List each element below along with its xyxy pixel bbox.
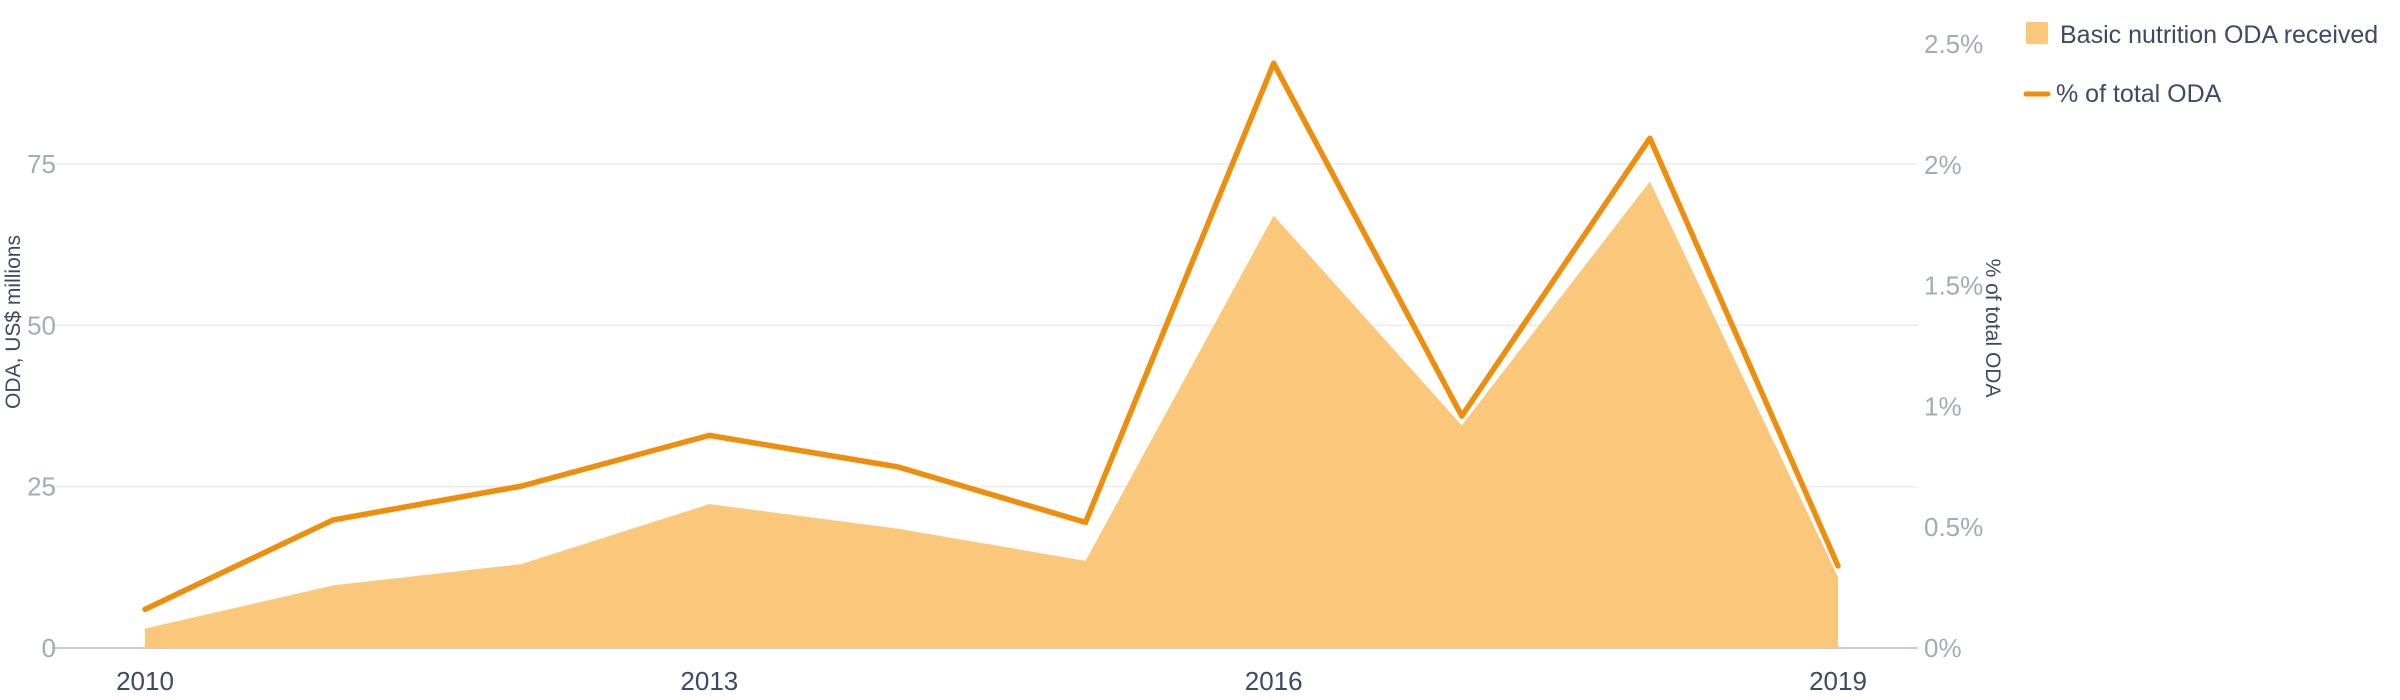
legend-label-area: Basic nutrition ODA received <box>2060 21 2378 49</box>
right-axis-ticks: 0% 0.5% 1% 1.5% 2% 2.5% <box>1924 29 1983 663</box>
left-tick-label: 50 <box>27 310 56 340</box>
x-tick-label: 2010 <box>116 666 174 696</box>
right-axis-title: % of total ODA <box>1981 259 2004 398</box>
legend-swatch-area <box>2026 22 2048 44</box>
left-tick-label: 75 <box>27 149 56 179</box>
right-tick-label: 1% <box>1924 391 1962 421</box>
line-pct-total-oda[interactable] <box>142 60 1841 613</box>
legend: Basic nutrition ODA received % of total … <box>2023 21 2378 108</box>
area-basic-nutrition-oda[interactable] <box>145 181 1838 648</box>
right-tick-label: 2.5% <box>1924 29 1983 59</box>
right-tick-label: 2% <box>1924 150 1962 180</box>
legend-label-line: % of total ODA <box>2056 80 2222 108</box>
right-tick-label: 1.5% <box>1924 271 1983 301</box>
left-axis-title: ODA, US$ millions <box>2 235 25 409</box>
x-tick-label: 2013 <box>680 666 738 696</box>
right-tick-label: 0.5% <box>1924 512 1983 542</box>
left-tick-label: 0 <box>42 633 56 663</box>
area-series <box>145 181 1838 648</box>
legend-item-line[interactable]: % of total ODA <box>2023 80 2222 108</box>
line-series <box>142 60 1841 613</box>
x-axis-ticks: 2010 2013 2016 2019 <box>116 666 1867 696</box>
right-tick-label: 0% <box>1924 633 1962 663</box>
left-axis-ticks: 0 25 50 75 <box>27 149 56 663</box>
legend-item-area[interactable]: Basic nutrition ODA received <box>2026 21 2378 49</box>
left-tick-label: 25 <box>27 472 56 502</box>
x-tick-label: 2016 <box>1245 666 1303 696</box>
x-tick-label: 2019 <box>1809 666 1867 696</box>
